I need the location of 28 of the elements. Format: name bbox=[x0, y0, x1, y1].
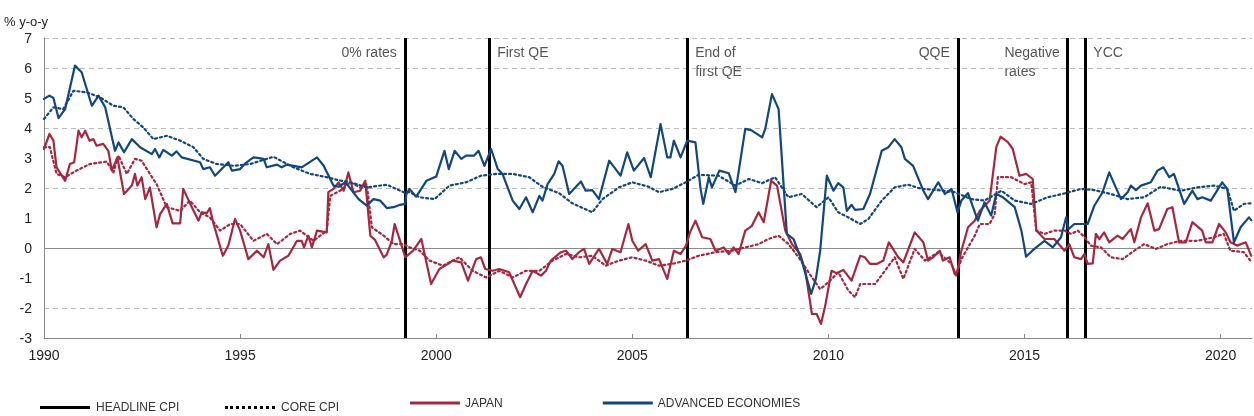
y-axis-title: % y-o-y bbox=[4, 14, 49, 29]
legend-label: ADVANCED ECONOMIES bbox=[657, 396, 801, 410]
ref-line-label: QQE bbox=[918, 43, 950, 60]
text: CORE CPI bbox=[281, 400, 340, 414]
y-tick-label: 2 bbox=[24, 180, 33, 196]
x-tick-label: 2010 bbox=[812, 347, 845, 363]
y-tick-label: 6 bbox=[24, 60, 33, 76]
ref-line-label: YCC bbox=[1093, 43, 1123, 60]
x-tick-label: 1990 bbox=[28, 347, 60, 363]
x-tick-label: 2020 bbox=[1205, 347, 1237, 363]
x-tick-label: 2015 bbox=[1008, 347, 1041, 363]
line-series bbox=[42, 64, 1253, 295]
ref-line-label: 0% rates bbox=[341, 43, 397, 60]
y-tick-label: 3 bbox=[24, 150, 33, 166]
y-tick-label: 4 bbox=[24, 120, 33, 136]
y-tick-label: -3 bbox=[19, 330, 33, 346]
x-tick-label: 2005 bbox=[616, 347, 649, 363]
legend-label: JAPAN bbox=[465, 396, 503, 410]
y-tick-label: 0 bbox=[24, 240, 33, 256]
y-tick-label: 7 bbox=[24, 30, 33, 46]
y-tick-label: -1 bbox=[19, 270, 33, 286]
text: HEADLINE CPI bbox=[96, 400, 180, 414]
y-tick-label: -2 bbox=[19, 300, 33, 316]
y-tick-label: 5 bbox=[24, 90, 33, 106]
x-tick-label: 2000 bbox=[420, 347, 452, 363]
y-tick-label: 1 bbox=[24, 210, 33, 226]
ref-line-label: First QE bbox=[497, 43, 549, 60]
x-tick-label: 1995 bbox=[224, 347, 256, 363]
